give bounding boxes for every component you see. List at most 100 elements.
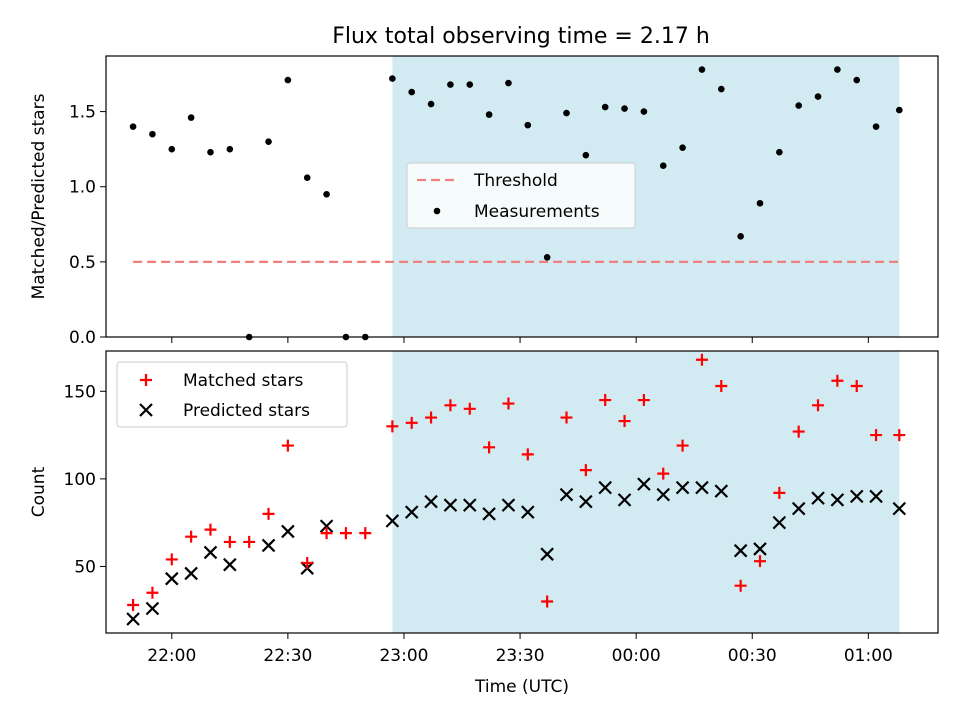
predicted-point — [319, 519, 334, 533]
predicted-point — [203, 545, 218, 560]
x-tick-label: 23:00 — [379, 646, 428, 666]
matched-point — [483, 441, 496, 454]
measurement-point — [543, 254, 551, 261]
measurement-point — [168, 145, 176, 153]
measurement-point — [505, 79, 512, 87]
x-tick-label: 01:00 — [844, 646, 893, 666]
matched-point — [339, 527, 352, 540]
matched-point — [444, 399, 457, 412]
predicted-point — [521, 505, 535, 519]
x-tick-label: 23:30 — [496, 646, 545, 666]
x-tick-label: 00:00 — [612, 646, 661, 666]
matched-point — [657, 467, 670, 480]
matched-point — [521, 448, 534, 461]
measurement-point — [427, 100, 435, 108]
measurement-point — [601, 103, 609, 111]
matched-point — [541, 595, 554, 608]
matched-point — [753, 555, 766, 568]
measurement-point — [717, 85, 725, 93]
bottom-panel: 50 100 150 22:00 22:30 23:00 23:30 00:00 00:30 01… — [29, 350, 939, 697]
y-tick-label: 100 — [64, 470, 96, 490]
y-axis-label: Count — [29, 466, 49, 517]
predicted-point — [443, 498, 458, 512]
predicted-point — [811, 491, 825, 505]
predicted-point — [637, 477, 651, 491]
matched-point — [425, 411, 438, 424]
measurement-point — [834, 66, 841, 73]
predicted-point — [849, 489, 864, 504]
matched-point — [715, 380, 728, 393]
matched-point — [695, 353, 708, 366]
matched-point — [463, 402, 476, 415]
measurement-point — [284, 76, 292, 84]
matched-point — [734, 579, 747, 592]
y-tick-label: 1.0 — [69, 178, 96, 198]
matched-point — [386, 420, 399, 433]
predicted-point — [223, 557, 237, 572]
matched-point — [792, 425, 805, 438]
matched-point — [850, 380, 863, 393]
predicted-point — [559, 487, 574, 502]
measurement-point — [265, 138, 272, 145]
measurement-point — [737, 233, 744, 240]
measurement-point — [303, 174, 311, 182]
predicted-point — [869, 489, 883, 504]
measurement-point — [149, 130, 156, 138]
matched-point — [676, 439, 689, 452]
matched-point — [301, 556, 314, 569]
legend-threshold-label: Threshold — [473, 171, 558, 191]
matched-point — [560, 411, 573, 424]
matched-point — [146, 586, 159, 599]
measurement-point — [563, 109, 570, 117]
predicted-point — [424, 494, 438, 509]
measurement-point — [853, 76, 861, 84]
legend-frame — [406, 162, 636, 229]
measurement-point — [582, 151, 590, 159]
predicted-point — [501, 498, 516, 512]
measurement-point — [524, 121, 532, 129]
predicted-point — [540, 547, 554, 561]
predicted-point — [892, 501, 907, 516]
observing-span — [392, 351, 900, 633]
measurement-point — [640, 108, 648, 115]
predicted-point — [695, 480, 709, 495]
predicted-point — [404, 505, 419, 519]
matched-point — [204, 523, 217, 536]
measurement-point — [872, 123, 880, 130]
chart-title: Flux total observing time = 2.17 h — [332, 24, 710, 49]
predicted-point — [675, 480, 690, 495]
y-tick-label: 0.5 — [69, 253, 96, 273]
measurement-point — [207, 148, 214, 156]
measurement-point — [795, 102, 802, 109]
measurement-point — [187, 114, 195, 121]
predicted-point — [579, 494, 593, 509]
predicted-point — [791, 501, 806, 516]
measurement-point — [814, 93, 822, 100]
x-tick-label: 22:30 — [263, 646, 312, 666]
matched-point — [359, 527, 372, 540]
matched-point — [165, 553, 178, 566]
matched-point — [185, 530, 198, 543]
predicted-point — [482, 507, 496, 521]
axes-frame — [105, 55, 939, 338]
measurement-point — [323, 190, 330, 198]
measurement-point — [659, 162, 667, 169]
predicted-point — [281, 524, 295, 539]
x-tick-label: 00:30 — [728, 646, 777, 666]
predicted-point — [598, 480, 612, 495]
matched-point — [893, 429, 906, 442]
predicted-point — [385, 514, 400, 528]
matched-point — [281, 439, 294, 452]
y-tick-label: 150 — [64, 382, 96, 402]
matched-point — [127, 598, 140, 611]
legend-matched-label: Matched stars — [183, 371, 303, 391]
matched-point — [599, 394, 612, 407]
matched-point — [773, 486, 786, 499]
matched-point — [618, 415, 631, 428]
predicted-point — [462, 498, 477, 512]
measurement-point — [485, 111, 493, 118]
predicted-point — [165, 571, 179, 586]
x-tick-label: 22:00 — [147, 646, 196, 666]
predicted-point — [261, 538, 276, 553]
y-tick-label: 0.0 — [69, 328, 96, 348]
